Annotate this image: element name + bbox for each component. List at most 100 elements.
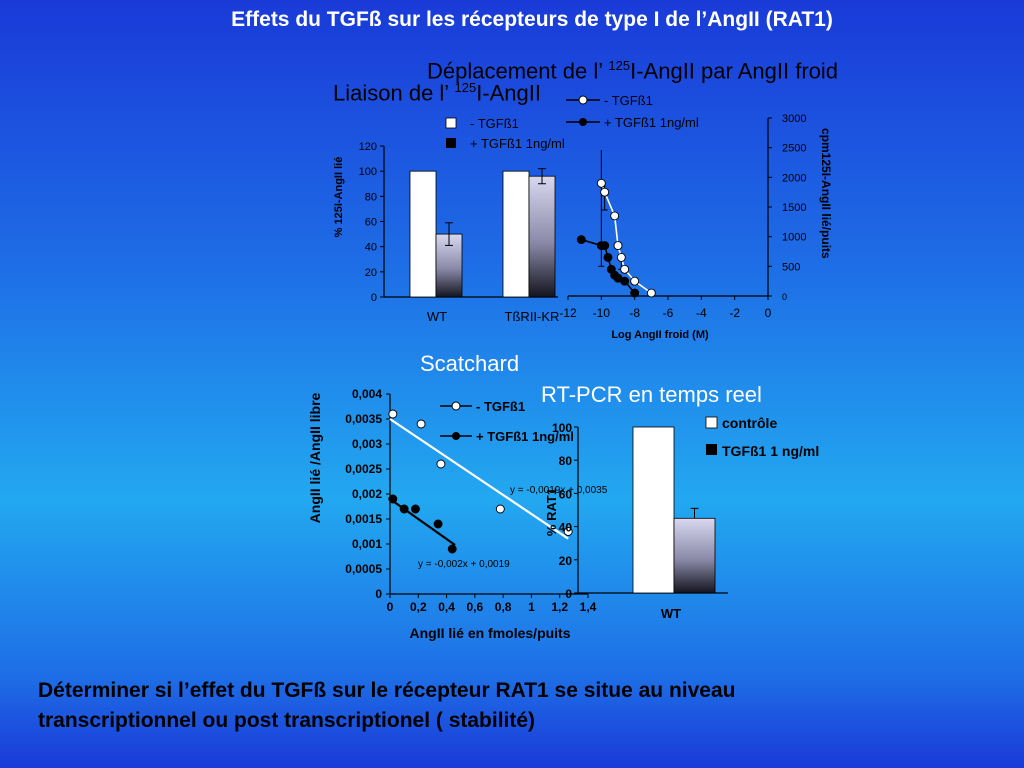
scatchard-point	[388, 409, 398, 419]
rt-legend-ctrl: contrôle	[722, 415, 777, 431]
deplacement-point	[576, 235, 586, 245]
deplacement-point	[600, 187, 610, 197]
deplacement-title-sup: 125	[608, 58, 631, 73]
sc-legend-ctrl-marker	[451, 401, 461, 411]
deplacement-point	[620, 276, 630, 286]
rtpcr-y-tick-label: 40	[559, 521, 573, 535]
deplacement-y-tick-label: 3000	[782, 113, 806, 125]
rtpcr-title: RT-PCR en temps reel	[541, 382, 762, 407]
scatchard-x-tick-label: 0,2	[410, 600, 427, 614]
scatchard-chart: 0 0,2 0,4 0,6 0,8 1 1,2 1,4 0 0,0005 0,001 0,0015 0…	[307, 387, 608, 641]
scatchard-fit-ctrl: y = -0,0019x + 0,0035	[510, 485, 608, 496]
scatchard-y-tick-label: 0	[375, 587, 382, 601]
scatchard-y-tick-label: 0,004	[352, 387, 382, 401]
deplacement-x-tick-label: -10	[593, 306, 611, 320]
scatchard-point	[399, 504, 409, 514]
rt-legend-ctrl-swatch	[705, 416, 718, 429]
scatchard-fit-tgf: y = -0,002x + 0,0019	[418, 559, 510, 570]
deplacement-y-tick-label: 2000	[782, 172, 806, 184]
scatchard-y-tick-label: 0,0025	[345, 462, 382, 476]
liaison-y-tick-label: 100	[359, 166, 377, 178]
bottom-line-1: Déterminer si l’effet du TGFß sur le réc…	[38, 679, 736, 702]
bottom-text: Déterminer si l’effet du TGFß sur le réc…	[38, 676, 998, 736]
rtpcr-y-tick-label: 0	[565, 587, 572, 601]
deplacement-point	[646, 288, 656, 298]
deplacement-x-tick-label: -2	[729, 306, 740, 320]
dep-legend-tgf: + TGFß1 1ng/ml	[604, 115, 699, 130]
deplacement-x-label: Log AngII froid (M)	[611, 329, 709, 341]
dep-legend-ctrl: - TGFß1	[604, 93, 653, 108]
liaison-title-pre: Liaison de l’	[333, 80, 455, 106]
liaison-legend-ctrl-swatch	[445, 117, 457, 129]
rtpcr-y-tick-label: 20	[559, 554, 573, 568]
scatchard-x-label: AngII lié en fmoles/puits	[409, 625, 570, 641]
deplacement-y-tick-label: 1500	[782, 202, 806, 214]
rtpcr-chart: 0 20 40 60 80 100 % RAT1 WT contrôle TGFß1 1 …	[544, 415, 819, 621]
deplacement-y-label: cpm125I-AngII lié/puits	[819, 128, 833, 259]
scatchard-y-tick-label: 0,002	[352, 487, 382, 501]
scatchard-y-tick-label: 0,0005	[345, 562, 382, 576]
rtpcr-bar	[632, 426, 675, 594]
liaison-title-sup: 125	[454, 80, 477, 95]
liaison-bar	[528, 175, 556, 298]
deplacement-x-tick-label: -6	[663, 306, 674, 320]
deplacement-point	[596, 178, 606, 188]
rt-legend-tgf-swatch	[706, 444, 717, 455]
deplacement-x-tick-label: -12	[559, 306, 577, 320]
scatchard-fit-line	[389, 418, 569, 540]
liaison-y-tick-label: 80	[365, 191, 377, 203]
scatchard-x-tick-label: 1,4	[580, 600, 597, 614]
scatchard-x-tick-label: 1	[528, 600, 535, 614]
dep-legend-tgf-marker	[579, 118, 587, 126]
scatchard-y-tick-label: 0,0035	[345, 412, 382, 426]
deplacement-chart: -12 -10 -8 -6 -4 -2 0 0 500 1000 1500 2000 2500 3000…	[559, 93, 833, 341]
rtpcr-y-tick-label: 100	[552, 421, 572, 435]
deplacement-y-tick-label: 1000	[782, 232, 806, 244]
deplacement-title-post: I-AngII par AngII froid	[630, 58, 839, 84]
liaison-bar	[502, 170, 530, 298]
deplacement-series-line	[600, 182, 652, 294]
scatchard-point	[433, 519, 443, 529]
deplacement-point	[603, 252, 613, 262]
deplacement-point	[616, 252, 626, 262]
bottom-line-2: transcriptionnel ou post transcriptionel…	[38, 709, 536, 732]
scatchard-y-tick-label: 0,003	[352, 437, 382, 451]
scatchard-point	[495, 504, 505, 514]
sc-legend-tgf-marker	[452, 432, 460, 440]
deplacement-x-tick-label: -4	[696, 306, 707, 320]
deplacement-point	[600, 241, 610, 251]
liaison-y-tick-label: 60	[365, 217, 377, 229]
slide-title: Effets du TGFß sur les récepteurs de typ…	[231, 8, 833, 31]
rtpcr-cat-wt: WT	[661, 606, 681, 621]
deplacement-y-tick-label: 0	[782, 292, 787, 302]
liaison-y-tick-label: 120	[359, 141, 377, 153]
deplacement-point	[620, 264, 630, 274]
liaison-chart: % 125I-AngII lié 0 20 40 60 80 100 120 WT TßRI…	[333, 116, 565, 324]
scatchard-title: Scatchard	[420, 351, 520, 376]
deplacement-title: Déplacement de l’ 125I-AngII par AngII f…	[427, 58, 838, 84]
dep-legend-ctrl-marker	[578, 95, 588, 105]
scatchard-point	[447, 544, 457, 554]
liaison-legend-ctrl: - TGFß1	[470, 116, 519, 131]
scatchard-point	[411, 504, 420, 514]
scatchard-point	[388, 494, 398, 504]
liaison-title-post: I-AngII	[476, 80, 541, 106]
liaison-y-tick-label: 20	[365, 267, 377, 279]
scatchard-x-tick-label: 0,8	[495, 600, 512, 614]
scatchard-x-tick-label: 0,4	[438, 600, 455, 614]
rtpcr-y-label: % RAT1	[544, 488, 559, 536]
deplacement-point	[613, 241, 623, 251]
scatchard-y-tick-label: 0,0015	[345, 512, 382, 526]
rt-legend-tgf: TGFß1 1 ng/ml	[722, 443, 819, 459]
scatchard-x-tick-label: 1,2	[551, 600, 568, 614]
scatchard-y-label: AngII lié /AngII libre	[307, 392, 323, 523]
liaison-y-label: % 125I-AngII lié	[333, 157, 345, 238]
scatchard-y-tick-label: 0,001	[352, 537, 382, 551]
liaison-legend-tgf-swatch	[446, 138, 456, 148]
liaison-title: Liaison de l’ 125I-AngII	[333, 80, 541, 106]
rtpcr-bar	[673, 517, 716, 594]
rtpcr-y-tick-label: 80	[559, 454, 573, 468]
liaison-y-tick-label: 0	[371, 292, 377, 304]
scatchard-x-tick-label: 0	[387, 600, 394, 614]
deplacement-point	[630, 276, 640, 286]
